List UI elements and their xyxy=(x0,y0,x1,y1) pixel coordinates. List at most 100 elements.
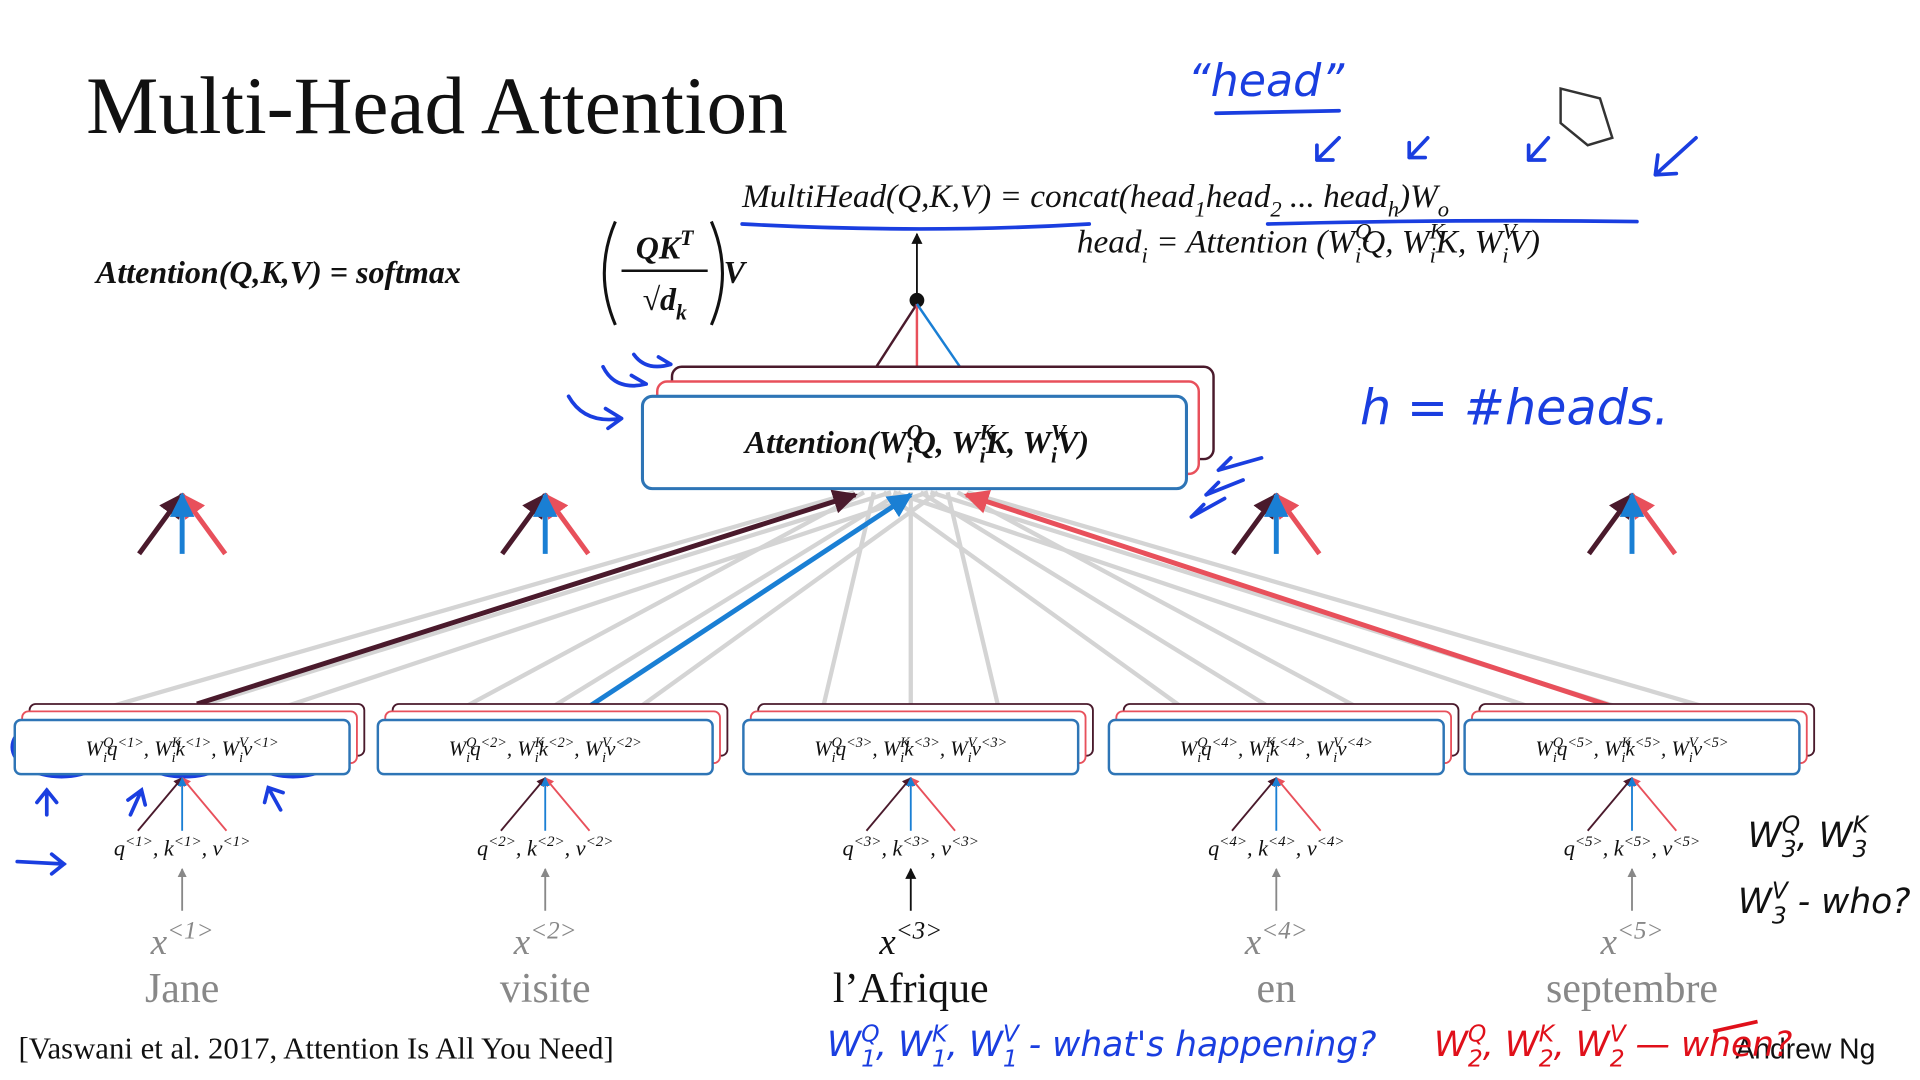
text-part: K xyxy=(1265,735,1277,751)
formula-numerator: QKT xyxy=(636,226,694,265)
block-label: WQ iq<1>, WK ik<1>, WV iv<1> xyxy=(86,735,279,766)
text-part: — when? xyxy=(1625,1025,1793,1065)
text-part: V xyxy=(1772,877,1790,905)
text-part: k xyxy=(676,301,687,325)
text-part: , W xyxy=(144,737,173,761)
text-part: <1> xyxy=(125,834,153,850)
text-part: x xyxy=(150,921,168,962)
text-part: <3> xyxy=(914,735,940,751)
block-label: WQ iq<4>, WK ik<4>, WV iv<4> xyxy=(1180,735,1373,766)
annotation-who: WV 3 - who? xyxy=(1738,877,1911,930)
text-part: <5> xyxy=(1567,735,1593,751)
annotation-head: “head” xyxy=(1188,56,1346,107)
text-part: q xyxy=(836,737,846,761)
attention-box-label: Attention(WQ iQ, WK iK, WV iV) xyxy=(743,420,1089,467)
text-part: 2 xyxy=(1270,197,1281,222)
gray-link xyxy=(544,490,903,714)
text-part: i xyxy=(980,444,986,468)
block-label: WQ iq<2>, WK ik<2>, WV iv<2> xyxy=(449,735,642,766)
text-part: i xyxy=(172,750,176,766)
text-part: head xyxy=(1206,178,1271,215)
arrow xyxy=(1407,136,1430,160)
text-part: q xyxy=(1201,737,1211,761)
text-part: <2> xyxy=(615,735,641,751)
text-part: QK xyxy=(636,229,683,265)
text-part: W xyxy=(449,737,468,761)
text-part: i xyxy=(1502,242,1508,267)
text-part: 2 xyxy=(1610,1044,1625,1072)
annotation-what: WQ 1, WK 1, WV 1 - what's happening? xyxy=(827,1020,1376,1073)
text-part: V) xyxy=(1057,424,1089,460)
trident-dark xyxy=(500,777,546,832)
text-part: K xyxy=(534,735,546,751)
text-part: K, W xyxy=(985,424,1054,460)
text-part: v xyxy=(243,737,253,761)
underline xyxy=(1214,108,1341,116)
key-link xyxy=(196,489,858,707)
arrow xyxy=(1189,496,1227,519)
paren xyxy=(709,220,724,326)
text-part: <3> xyxy=(981,735,1007,751)
annotation-who: WQ 3, WK 3 xyxy=(1748,810,1870,863)
trident-dark xyxy=(1231,777,1278,832)
block-label: WQ iq<5>, WK ik<5>, WV iv<5> xyxy=(1536,735,1729,766)
text-part: q xyxy=(1564,835,1575,860)
text-part: , W xyxy=(211,737,240,761)
text-part: Q xyxy=(1197,735,1207,751)
text-part: i xyxy=(239,750,243,766)
text-part: W xyxy=(1536,737,1555,761)
text-part: , W xyxy=(947,1025,1005,1065)
text-part: i xyxy=(535,750,539,766)
gray-link xyxy=(92,490,855,714)
text-part: i xyxy=(1355,242,1361,267)
text-part: <5> xyxy=(1624,834,1652,850)
qkv-label: q<4>, k<4>, v<4> xyxy=(1208,834,1344,860)
text-part: K xyxy=(1539,1020,1556,1048)
text-part: , W xyxy=(876,1025,934,1065)
text-part: i xyxy=(1197,750,1201,766)
text-part: V xyxy=(1333,735,1344,751)
links xyxy=(92,489,1722,723)
text-part: x xyxy=(1600,921,1618,962)
text-part: i xyxy=(968,750,972,766)
block-label: WQ iq<3>, WK ik<3>, WV iv<3> xyxy=(814,735,1007,766)
head-formula: headi = Attention (WQ iQ, WK iK, WV iV) xyxy=(1077,218,1540,267)
text-part: v xyxy=(1693,737,1703,761)
text-part: Q xyxy=(861,1020,879,1048)
text-part: , v xyxy=(1296,835,1317,860)
text-part: V xyxy=(1610,1020,1628,1048)
text-part: W xyxy=(814,737,833,761)
text-part: 1 xyxy=(1003,1044,1018,1072)
text-part: i xyxy=(1266,750,1270,766)
value-link xyxy=(963,489,1628,714)
text-part: i xyxy=(1051,444,1057,468)
text-part: K, W xyxy=(1435,223,1506,260)
token-block xyxy=(1463,718,1801,776)
text-part: <5> xyxy=(1575,834,1603,850)
text-part: , v xyxy=(202,835,223,860)
text-part: W xyxy=(1748,816,1784,856)
text-part: head xyxy=(1077,223,1142,260)
trident-red xyxy=(181,777,228,832)
author: Andrew Ng xyxy=(1735,1032,1875,1064)
text-part: 3 xyxy=(1853,835,1868,863)
text-part: i xyxy=(1689,750,1693,766)
text-part: V xyxy=(968,735,979,751)
annotation-when: WQ 2, WK 2, WV 2 — when? xyxy=(1434,1020,1792,1073)
text-part: , W xyxy=(507,737,536,761)
text-part: V xyxy=(1003,1020,1021,1048)
underline xyxy=(740,222,1092,231)
text-part: <4> xyxy=(1279,735,1305,751)
trident-red xyxy=(1275,777,1322,832)
text-part: <4> xyxy=(1346,735,1372,751)
text-part: k xyxy=(1270,737,1280,761)
text-part: k xyxy=(539,737,549,761)
word: Jane xyxy=(145,966,219,1012)
text-part: <1> xyxy=(185,735,211,751)
join-line xyxy=(915,303,962,368)
arrow xyxy=(1315,136,1341,162)
text-part: Q xyxy=(832,735,842,751)
text-part: i xyxy=(1333,750,1337,766)
arrow xyxy=(601,364,648,388)
text-part: MultiHead(Q,K,V) xyxy=(741,178,991,215)
